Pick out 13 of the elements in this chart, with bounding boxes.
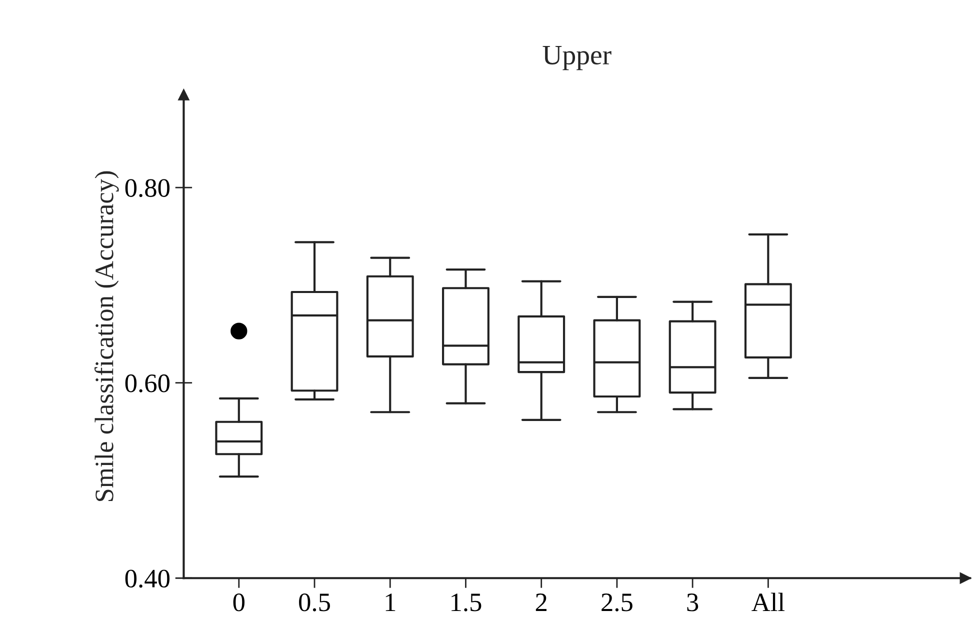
x-tick-label: 2: [536, 594, 546, 612]
x-tick-label: 0.5: [299, 593, 330, 612]
x-tick-label: 0: [233, 593, 244, 612]
x-tick-label: 3: [687, 594, 698, 612]
y-axis-title: Smile classification (Accuracy): [94, 171, 119, 502]
y-tick-label: 0.60: [125, 374, 170, 392]
y-tick-label: 0.80: [125, 179, 170, 198]
x-tick-label: 1: [386, 594, 396, 612]
x-tick-label: All: [752, 592, 785, 612]
x-tick-label: 1.5: [452, 594, 482, 612]
chart-title: Upper: [542, 46, 612, 70]
x-tick-label: 2.5: [602, 594, 632, 612]
y-tick-label: 0.40: [125, 570, 170, 588]
